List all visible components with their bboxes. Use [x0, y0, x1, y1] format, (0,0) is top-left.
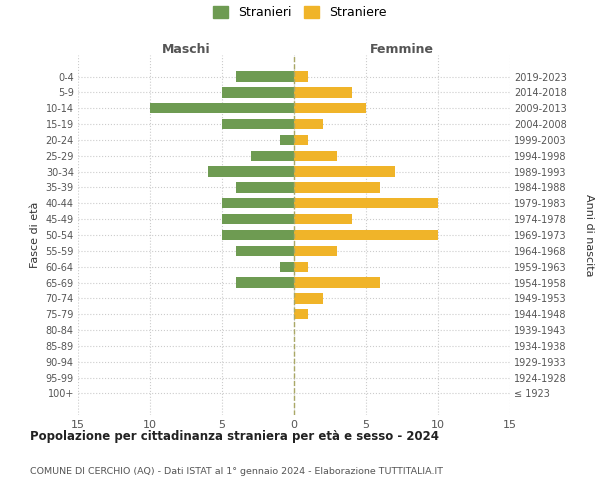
Bar [222, 87, 294, 98]
Bar [236, 182, 294, 192]
Text: COMUNE DI CERCHIO (AQ) - Dati ISTAT al 1° gennaio 2024 - Elaborazione TUTTITALIA: COMUNE DI CERCHIO (AQ) - Dati ISTAT al 1… [30, 468, 443, 476]
Bar [294, 166, 395, 177]
Bar [236, 246, 294, 256]
Bar [294, 150, 337, 161]
Bar [294, 230, 438, 240]
Bar [294, 135, 308, 145]
Bar [280, 262, 294, 272]
Bar [294, 278, 380, 287]
Bar [294, 262, 308, 272]
Bar [294, 246, 337, 256]
Text: Maschi: Maschi [161, 43, 211, 56]
Bar [280, 135, 294, 145]
Y-axis label: Fasce di età: Fasce di età [30, 202, 40, 268]
Bar [294, 182, 380, 192]
Bar [222, 214, 294, 224]
Bar [294, 214, 352, 224]
Bar [251, 150, 294, 161]
Bar [236, 278, 294, 287]
Bar [294, 293, 323, 304]
Text: Popolazione per cittadinanza straniera per età e sesso - 2024: Popolazione per cittadinanza straniera p… [30, 430, 439, 443]
Bar [222, 198, 294, 208]
Text: Femmine: Femmine [370, 43, 434, 56]
Bar [294, 309, 308, 320]
Bar [294, 87, 352, 98]
Bar [294, 198, 438, 208]
Bar [222, 119, 294, 129]
Bar [222, 230, 294, 240]
Legend: Stranieri, Straniere: Stranieri, Straniere [213, 6, 387, 20]
Y-axis label: Anni di nascita: Anni di nascita [584, 194, 594, 276]
Bar [150, 103, 294, 114]
Bar [294, 103, 366, 114]
Bar [208, 166, 294, 177]
Bar [294, 72, 308, 82]
Bar [236, 72, 294, 82]
Bar [294, 119, 323, 129]
